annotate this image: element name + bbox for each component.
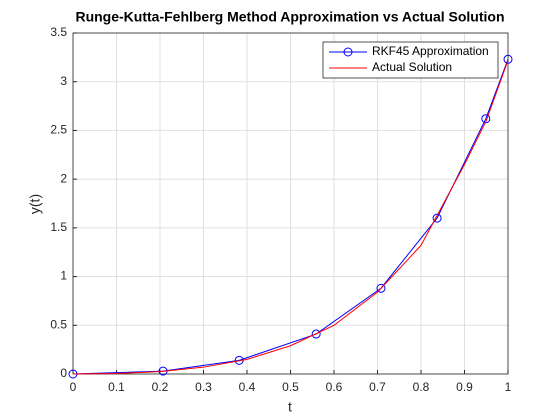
y-tick-label: 3 xyxy=(60,74,67,88)
x-tick-label: 1 xyxy=(505,380,512,394)
marker xyxy=(481,114,491,124)
y-tick-label: 2.5 xyxy=(50,123,67,137)
chart-title: Runge-Kutta-Fehlberg Method Approximatio… xyxy=(75,9,504,25)
y-axis-label: y(t) xyxy=(27,194,43,214)
marker xyxy=(376,283,386,293)
y-tick-label: 3.5 xyxy=(50,25,67,39)
x-tick-label: 0.5 xyxy=(282,380,299,394)
x-tick-label: 0.8 xyxy=(413,380,430,394)
y-tick-label: 2 xyxy=(60,171,67,185)
y-tick-label: 0.5 xyxy=(50,317,67,331)
y-tick-label: 1.5 xyxy=(50,220,67,234)
x-tick-label: 0.7 xyxy=(369,380,386,394)
x-tick-label: 0.6 xyxy=(326,380,343,394)
x-tick-label: 0.3 xyxy=(195,380,212,394)
legend-box xyxy=(322,41,499,79)
x-tick-label: 0.2 xyxy=(152,380,169,394)
y-tick-label: 0 xyxy=(60,366,67,380)
series-line xyxy=(72,59,509,375)
x-tick-label: 0.4 xyxy=(239,380,256,394)
marker xyxy=(432,213,442,223)
x-tick-label: 0.9 xyxy=(456,380,473,394)
axes-box xyxy=(72,32,509,375)
marker xyxy=(311,329,321,339)
x-tick-label: 0 xyxy=(70,380,77,394)
legend-marker xyxy=(343,47,353,57)
legend-label: RKF45 Approximation xyxy=(372,44,489,58)
marker xyxy=(503,54,513,64)
series-line xyxy=(72,60,509,375)
y-tick-label: 1 xyxy=(60,269,67,283)
x-tick-label: 0.1 xyxy=(108,380,125,394)
x-axis-label: t xyxy=(288,399,292,415)
legend-label: Actual Solution xyxy=(372,60,452,74)
